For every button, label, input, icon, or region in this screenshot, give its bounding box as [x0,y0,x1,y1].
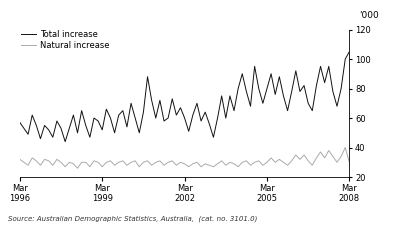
Natural increase [75,167,80,170]
Total increase [347,50,352,53]
Natural increase [264,161,269,164]
Natural increase [306,159,310,162]
Natural increase [343,146,348,149]
Natural increase [203,163,208,165]
Total increase [289,90,294,93]
Natural increase [17,158,22,161]
Total increase [306,102,310,105]
Natural increase [347,161,352,164]
Total increase [227,94,232,97]
Line: Total increase: Total increase [20,52,349,142]
Total increase [63,140,67,143]
Legend: Total increase, Natural increase: Total increase, Natural increase [21,30,109,49]
Total increase [17,121,22,124]
Total increase [264,87,269,90]
Line: Natural increase: Natural increase [20,148,349,168]
Text: '000: '000 [359,11,379,20]
Text: Source: Australian Demographic Statistics, Australia,  (cat. no. 3101.0): Source: Australian Demographic Statistic… [8,216,257,222]
Natural increase [289,159,294,162]
Natural increase [227,161,232,164]
Total increase [318,65,323,68]
Total increase [203,111,208,114]
Natural increase [318,151,323,153]
